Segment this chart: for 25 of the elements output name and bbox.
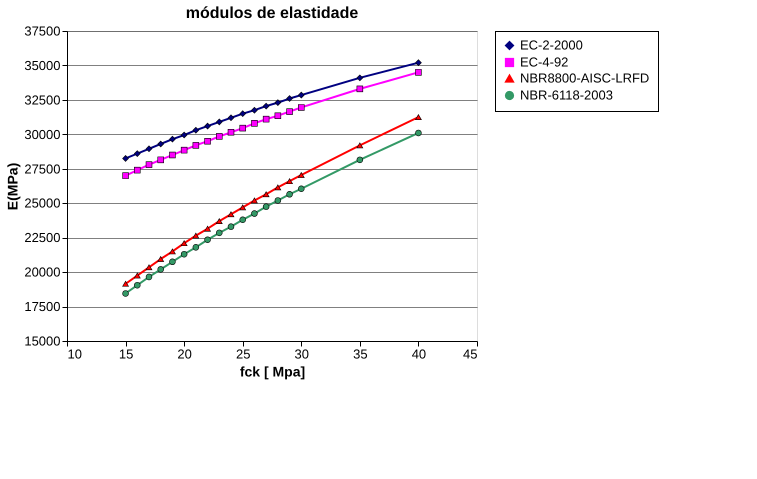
y-tick-label: 30000	[24, 126, 60, 142]
y-tick-label: 17500	[24, 299, 60, 314]
y-tick-label: 35000	[24, 58, 60, 73]
x-tick-label: 10	[68, 346, 82, 362]
legend-label: EC-4-92	[520, 54, 568, 70]
x-tick-label: 45	[463, 346, 478, 362]
y-tick-label: 15000	[24, 334, 60, 348]
y-tick-label: 37500	[24, 24, 60, 38]
y-tick-label: 20000	[24, 264, 60, 280]
y-tick-label: 32500	[24, 92, 60, 108]
legend-label: NBR8800-AISC-LRFD	[520, 70, 650, 86]
x-tick-label: 30	[294, 346, 310, 362]
x-tick-label: 25	[236, 346, 250, 362]
x-axis-title: fck [ Mpa]	[240, 364, 306, 380]
x-tick-label: 35	[353, 346, 368, 362]
legend-label: EC-2-2000	[520, 38, 583, 52]
y-tick-label: 22500	[24, 230, 60, 246]
y-axis-title: E(MPa)	[4, 162, 20, 210]
x-tick-label: 40	[412, 346, 426, 362]
x-tick-label: 15	[118, 346, 134, 362]
x-tick-label: 20	[177, 346, 192, 362]
legend-label: NBR-6118-2003	[520, 88, 613, 102]
y-tick-label: 27500	[24, 161, 60, 176]
y-tick-label: 25000	[24, 196, 60, 211]
chart-title: módulos de elastidade	[186, 5, 358, 22]
